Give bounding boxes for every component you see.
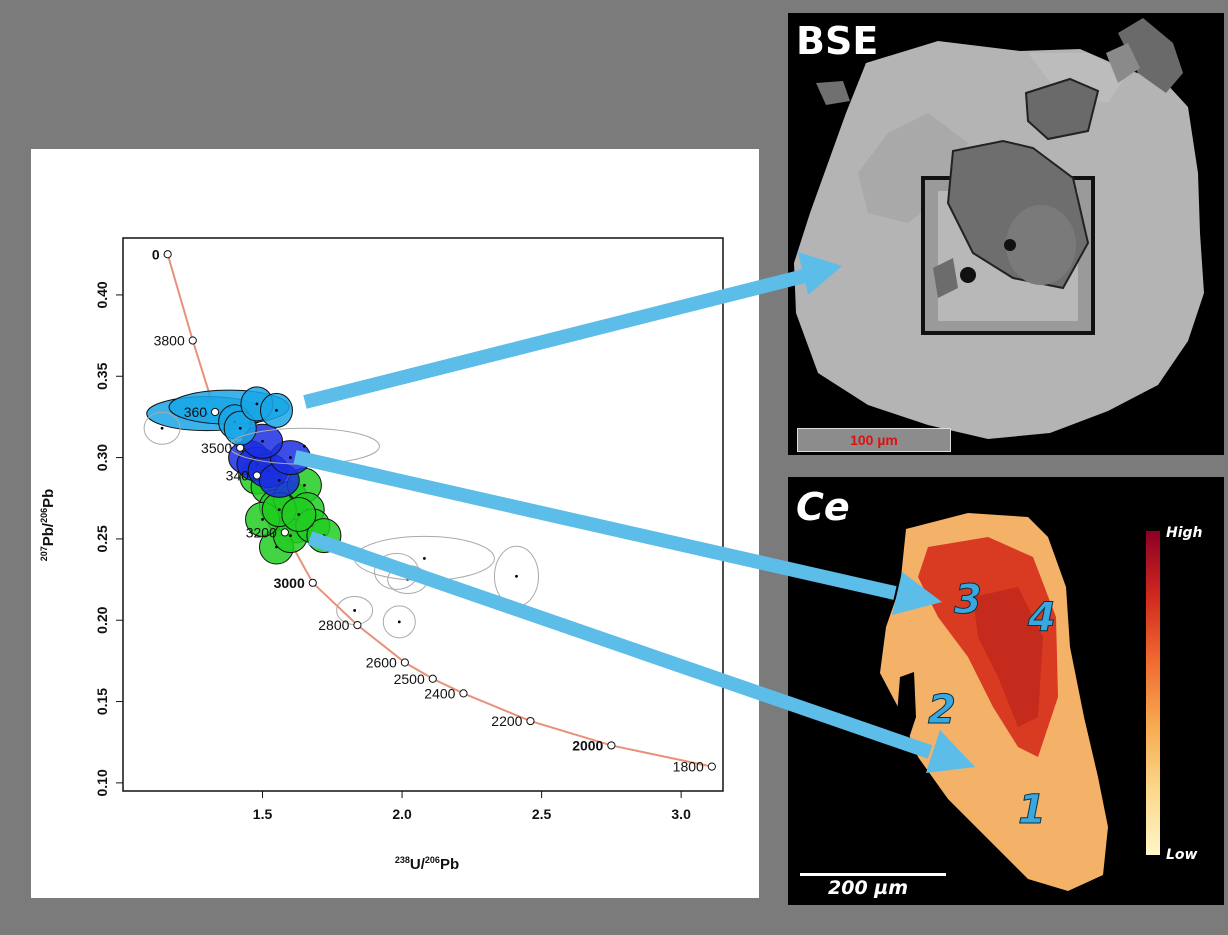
zone-label-3: 3: [954, 577, 982, 623]
data-point: [256, 403, 259, 406]
data-point: [323, 534, 326, 537]
concordia-age-marker: [429, 675, 436, 682]
data-point: [423, 557, 426, 560]
data-point: [353, 609, 356, 612]
zone-label-4: 4: [1028, 595, 1056, 641]
ce-scale-label: 200 µm: [828, 877, 908, 899]
concordia-age-label: 2200: [491, 713, 522, 729]
x-tick-label: 1.5: [253, 806, 273, 822]
x-tick-label: 3.0: [671, 806, 691, 822]
concordia-age-label: 3200: [246, 524, 277, 540]
concordia-age-label: 2400: [424, 685, 455, 701]
concordia-age-marker: [237, 444, 244, 451]
y-tick-label: 0.15: [94, 688, 110, 715]
x-axis-label: 238U/206Pb: [395, 855, 459, 873]
ce-scale-bar: [800, 873, 946, 876]
data-point: [515, 575, 518, 578]
data-point: [303, 445, 306, 448]
concordia-age-label: 2600: [366, 655, 397, 671]
data-point: [297, 513, 300, 516]
concordia-age-marker: [608, 742, 615, 749]
y-tick-label: 0.10: [94, 769, 110, 796]
concordia-age-marker: [401, 659, 408, 666]
colorbar-low-label: Low: [1166, 847, 1197, 863]
concordia-age-marker: [253, 472, 260, 479]
bse-scale-bar: 100 µm: [797, 428, 951, 452]
y-tick-label: 0.35: [94, 362, 110, 389]
data-point: [395, 570, 398, 573]
data-point: [275, 409, 278, 412]
concordia-age-marker: [708, 763, 715, 770]
data-point: [161, 427, 164, 430]
ce-title: Ce: [796, 485, 850, 529]
concordia-age-marker: [189, 337, 196, 344]
y-tick-label: 0.40: [94, 281, 110, 308]
colorbar-high-label: High: [1166, 525, 1203, 541]
data-point: [239, 427, 242, 430]
ce-map-panel: Ce 1 2 3 4 High Low 200 µm: [788, 477, 1224, 905]
data-point: [261, 518, 264, 521]
data-point: [261, 440, 264, 443]
data-point: [278, 479, 281, 482]
zone-label-2: 2: [928, 687, 956, 733]
x-tick-label: 2.5: [532, 806, 552, 822]
concordia-age-marker: [309, 579, 316, 586]
ce-colorbar: [1146, 531, 1160, 855]
y-axis-label: 207Pb/206Pb: [39, 489, 57, 562]
concordia-age-marker: [527, 717, 534, 724]
data-point: [289, 534, 292, 537]
concordia-age-marker: [354, 622, 361, 629]
x-tick-label: 2.0: [392, 806, 412, 822]
chart-panel: 0 3800 360 3500 340 3200 3000 2800 2600 2500 2400 2…: [31, 149, 759, 898]
concordia-age-label: 3500: [201, 440, 232, 456]
concordia-age-marker: [211, 408, 218, 415]
bse-title: BSE: [796, 19, 878, 63]
concordia-age-label: 1800: [673, 759, 704, 775]
data-point: [289, 456, 292, 459]
zone-label-1: 1: [1018, 787, 1046, 833]
concordia-age-label: 360: [184, 404, 208, 420]
plot-frame: [123, 238, 723, 791]
concordia-age-label: 2000: [572, 737, 603, 753]
concordia-age-label: 2800: [318, 617, 349, 633]
data-point: [303, 484, 306, 487]
y-tick-label: 0.20: [94, 606, 110, 633]
concordia-age-marker: [281, 529, 288, 536]
y-tick-label: 0.30: [94, 444, 110, 471]
y-tick-label: 0.25: [94, 525, 110, 552]
concordia-age-label: 340: [226, 467, 250, 483]
concordia-age-label: 3000: [274, 575, 305, 591]
concordia-age-marker: [460, 690, 467, 697]
concordia-age-label: 0: [152, 246, 160, 262]
concordia-age-label: 2500: [394, 671, 425, 687]
bse-image-panel: BSE 100 µm: [788, 13, 1224, 455]
concordia-age-marker: [164, 251, 171, 258]
data-point: [398, 620, 401, 623]
concordia-age-label: 3800: [154, 332, 185, 348]
data-point: [278, 508, 281, 511]
bse-zircon-image: [788, 13, 1224, 455]
